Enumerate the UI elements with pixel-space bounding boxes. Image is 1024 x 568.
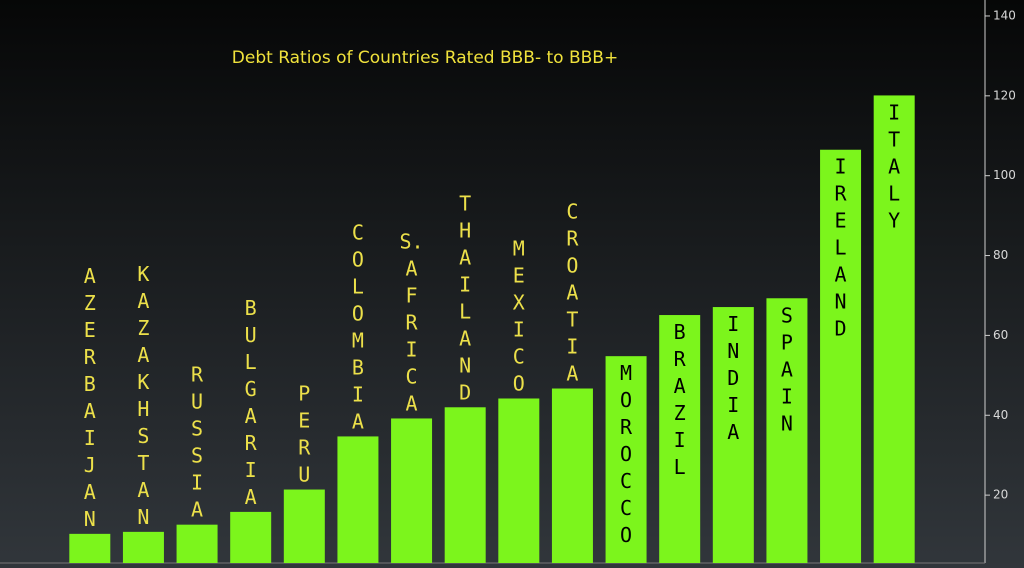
bar: [712, 307, 754, 563]
bar: [766, 298, 808, 563]
bar: [283, 489, 325, 563]
y-tick-label: 80: [993, 248, 1008, 262]
bar: [176, 524, 218, 563]
bar: [873, 95, 915, 564]
bar: [230, 511, 272, 563]
bar: [337, 436, 379, 563]
bar: [122, 531, 164, 563]
chart-title: Debt Ratios of Countries Rated BBB- to B…: [232, 48, 618, 68]
bar: [820, 149, 862, 563]
bar: [444, 407, 486, 563]
bar: [659, 315, 701, 563]
y-tick-label: 100: [993, 168, 1016, 182]
bar: [551, 388, 593, 563]
y-tick-label: 40: [993, 408, 1008, 422]
y-tick-label: 120: [993, 88, 1016, 102]
y-tick-label: 140: [993, 8, 1016, 22]
bar: [391, 418, 433, 563]
y-tick-label: 20: [993, 488, 1008, 502]
bar: [498, 398, 540, 563]
y-tick-label: 60: [993, 328, 1008, 342]
bar: [69, 533, 111, 563]
bar: [605, 356, 647, 563]
category-label: S. A F R I C A: [400, 229, 424, 415]
